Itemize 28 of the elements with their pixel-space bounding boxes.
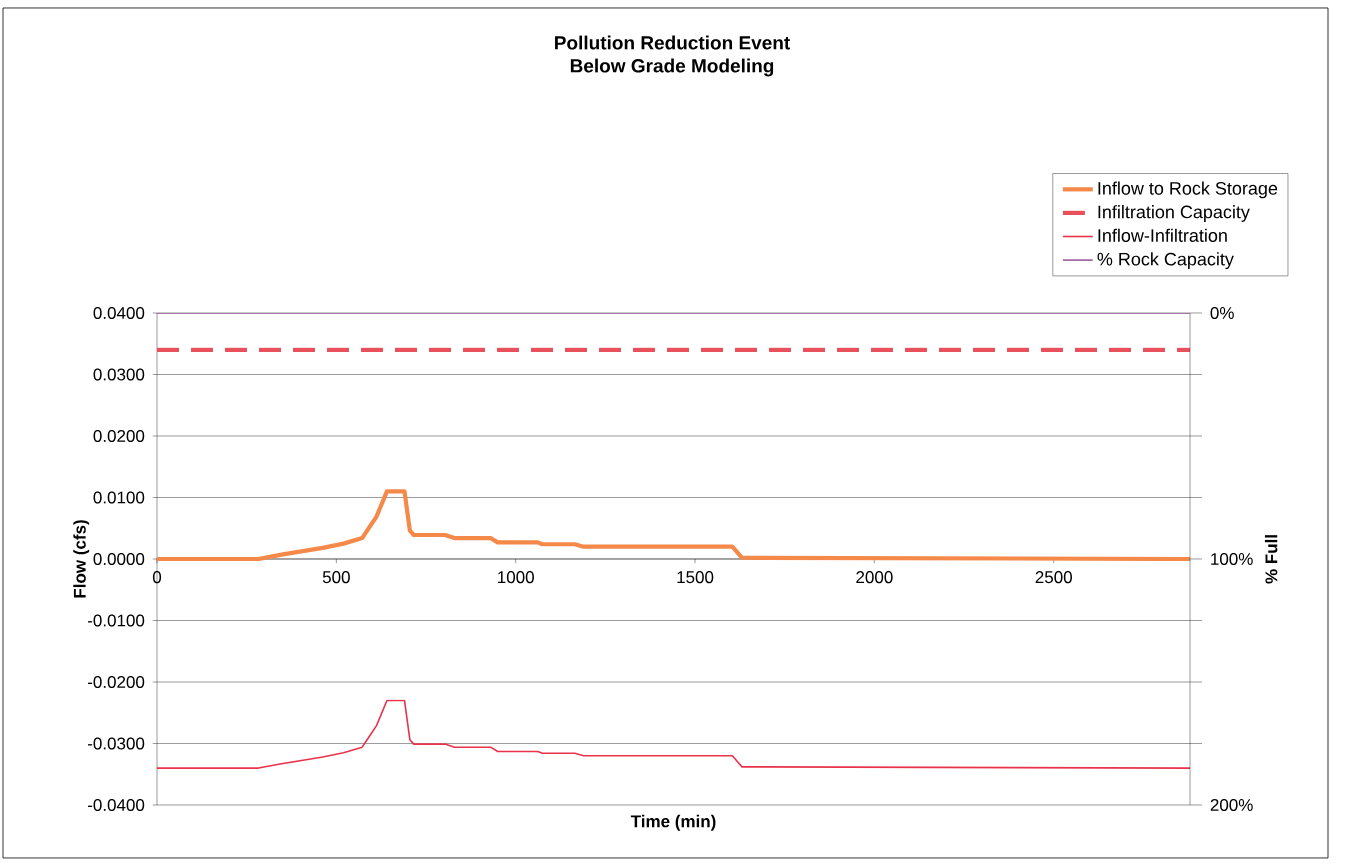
y-tick-label: 0.0300 bbox=[93, 368, 145, 381]
y2-tick-label: 100% bbox=[1211, 552, 1253, 566]
line-series bbox=[157, 699, 1191, 769]
y-tick-label: 0.0100 bbox=[93, 491, 145, 504]
x-axis-title: Time (min) bbox=[630, 814, 716, 831]
y2-tick-label: 0% bbox=[1210, 306, 1234, 320]
x-tick-label: 0 bbox=[152, 571, 162, 584]
y-tick-label: 0.0000 bbox=[93, 552, 145, 566]
y-tick-label: -0.0100 bbox=[87, 614, 145, 627]
y-tick-label: -0.0300 bbox=[87, 737, 145, 750]
legend-label: Inflow-Infiltration bbox=[1098, 228, 1227, 242]
x-tick-label: 2000 bbox=[856, 571, 893, 584]
y-tick-label: 0.0200 bbox=[93, 429, 145, 443]
x-tick-label: 500 bbox=[322, 571, 350, 584]
y2-axis-title: % Full bbox=[1264, 535, 1278, 584]
y-tick-label: -0.0200 bbox=[87, 675, 145, 689]
legend-label: Infiltration Capacity bbox=[1098, 205, 1250, 222]
x-tick-label: 2500 bbox=[1035, 571, 1072, 584]
x-tick-label: 1000 bbox=[498, 571, 534, 584]
y2-tick-label: 200% bbox=[1210, 798, 1253, 812]
chart-title: Pollution Reduction Event Below Grade Modeling bbox=[555, 35, 790, 77]
y-axis-title: Flow (cfs) bbox=[73, 520, 90, 598]
y-tick-label: -0.0400 bbox=[87, 798, 145, 812]
x-tick-label: 1500 bbox=[677, 571, 714, 584]
legend-label: Inflow to Rock Storage bbox=[1098, 181, 1278, 199]
y-tick-label: 0.0400 bbox=[93, 306, 145, 320]
line-series bbox=[157, 489, 1191, 562]
legend-label: % Rock Capacity bbox=[1097, 252, 1234, 270]
